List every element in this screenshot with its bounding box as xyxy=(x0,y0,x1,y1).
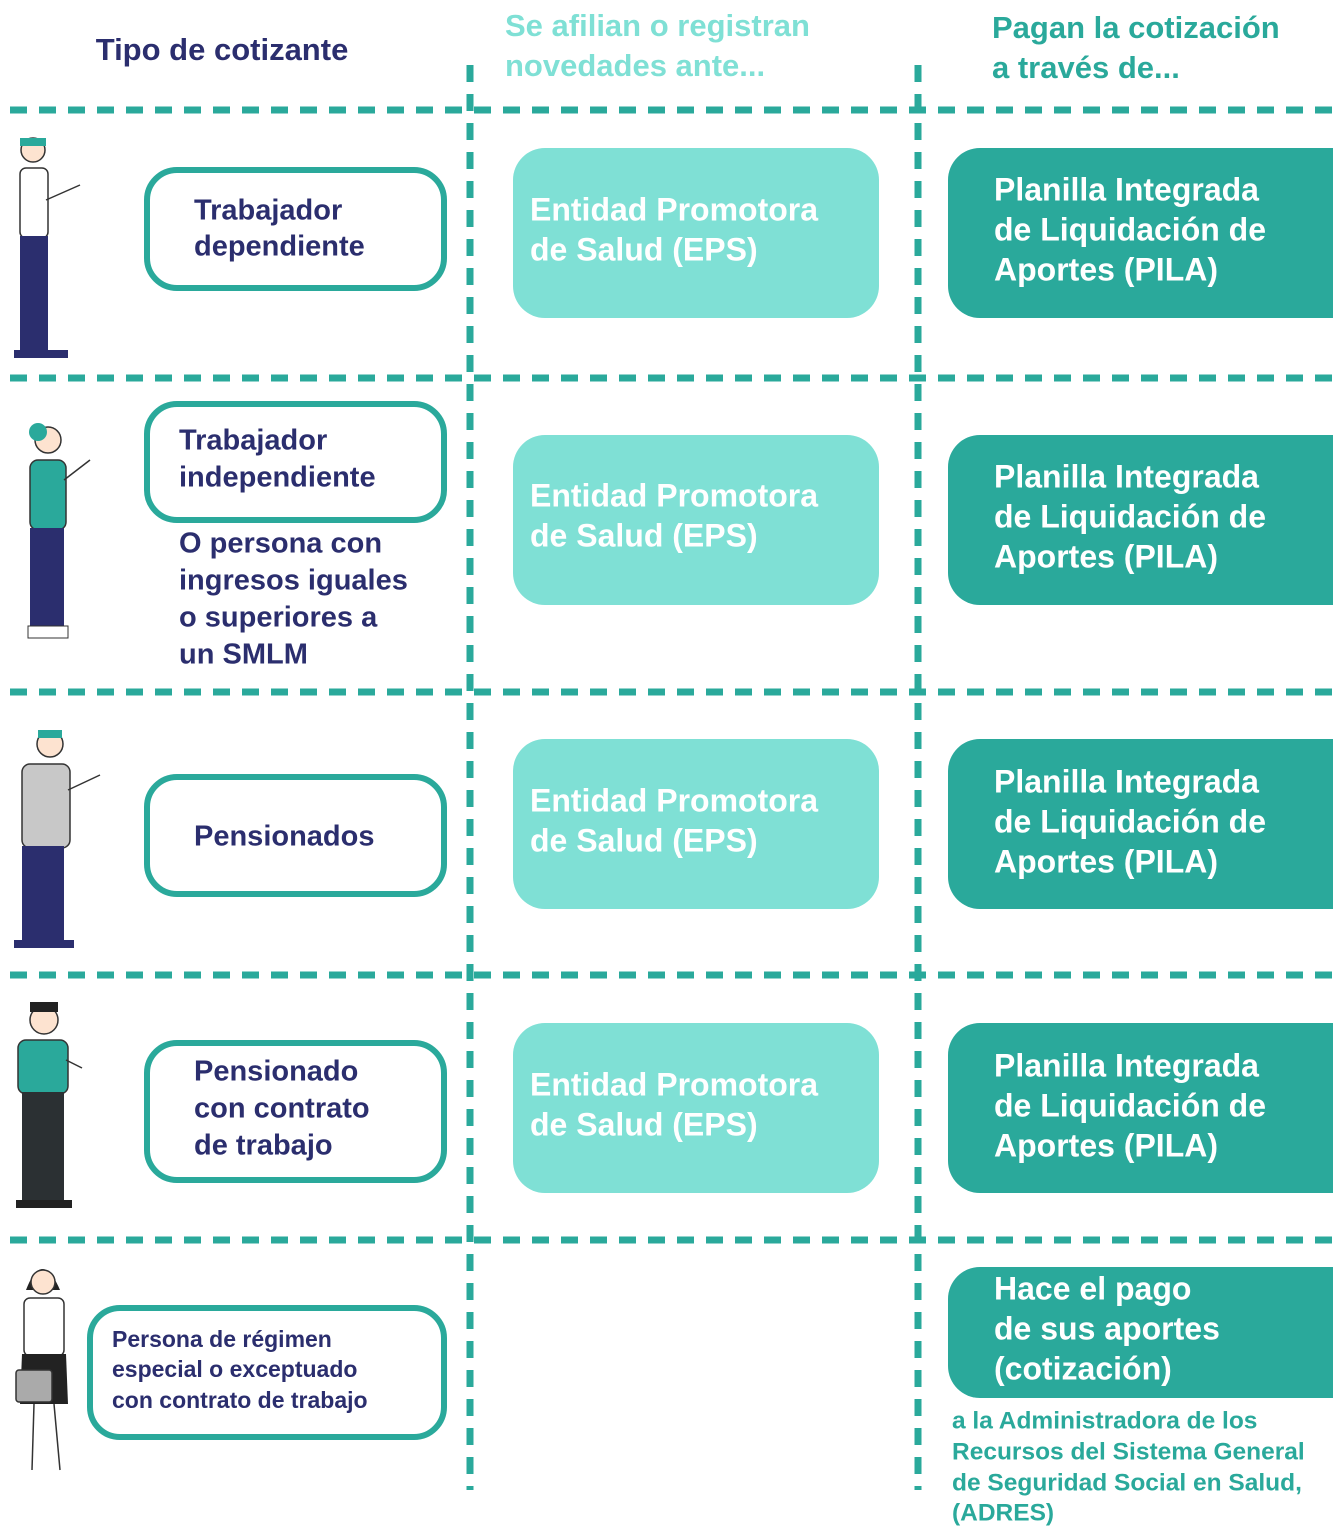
pay-label: (cotización) xyxy=(994,1350,1172,1386)
type-label: Trabajador xyxy=(179,425,327,457)
pay-label: de Liquidación de xyxy=(994,803,1266,839)
pay-label: de Liquidación de xyxy=(994,498,1266,534)
eps-label: Entidad Promotora xyxy=(530,477,818,513)
type-label: independiente xyxy=(179,462,376,494)
pay-label: de Liquidación de xyxy=(994,211,1266,247)
header: novedades ante... xyxy=(505,48,765,83)
eps-label: Entidad Promotora xyxy=(530,782,818,818)
type-box xyxy=(144,401,447,523)
pay-box xyxy=(948,739,1333,909)
eps-box xyxy=(513,739,879,909)
type-note: ingresos iguales xyxy=(179,565,408,597)
pay-label: Planilla Integrada xyxy=(994,458,1259,494)
row: Pensionados Entidad Promotora de Salud (EP… xyxy=(144,739,1333,909)
eps-label: de Salud (EPS) xyxy=(530,822,758,858)
figure-worker xyxy=(16,1002,83,1208)
pay-label: de sus aportes xyxy=(994,1310,1220,1346)
row: Trabajador independiente O persona con ingr… xyxy=(144,401,1333,671)
type-box xyxy=(87,1305,447,1440)
type-label: Trabajador xyxy=(194,195,342,227)
eps-label: Entidad Promotora xyxy=(530,1066,818,1102)
pay-label: Aportes (PILA) xyxy=(994,251,1218,287)
type-label: con contrato de trabajo xyxy=(112,1387,368,1413)
pay-label: Planilla Integrada xyxy=(994,171,1259,207)
type-box xyxy=(144,774,447,897)
pay-box xyxy=(948,435,1333,605)
row: Pensionado con contrato de trabajo Entidad … xyxy=(144,1023,1333,1193)
pay-label: Aportes (PILA) xyxy=(994,1127,1218,1163)
header: Pagan la cotización xyxy=(992,10,1280,45)
eps-label: Entidad Promotora xyxy=(530,191,818,227)
type-label: especial o exceptuado xyxy=(112,1356,357,1382)
type-label: dependiente xyxy=(194,231,365,263)
header: Se afilian o registran xyxy=(505,8,810,43)
type-label: Pensionado xyxy=(194,1056,358,1088)
row: Trabajador dependiente Entidad Promotora de… xyxy=(144,148,1333,318)
pay-label: Aportes (PILA) xyxy=(994,538,1218,574)
footnote: de Seguridad Social en Salud, xyxy=(952,1469,1302,1496)
grid-lines xyxy=(10,65,1333,1490)
pay-label: Aportes (PILA) xyxy=(994,843,1218,879)
type-note: un SMLM xyxy=(179,639,308,671)
figure-man xyxy=(14,137,81,358)
type-label: Persona de régimen xyxy=(112,1326,332,1352)
eps-box xyxy=(513,1023,879,1193)
figure-woman xyxy=(27,423,91,639)
figures xyxy=(14,137,101,1471)
eps-label: de Salud (EPS) xyxy=(530,517,758,553)
eps-label: de Salud (EPS) xyxy=(530,1106,758,1142)
header: a través de... xyxy=(992,50,1180,85)
footnote: a la Administradora de los xyxy=(952,1407,1257,1434)
type-label: Pensionados xyxy=(194,821,375,853)
pay-box xyxy=(948,1023,1333,1193)
pay-box xyxy=(948,148,1333,318)
footnote: Recursos del Sistema General xyxy=(952,1438,1305,1465)
eps-box xyxy=(513,148,879,318)
type-note: O persona con xyxy=(179,528,382,560)
eps-label: de Salud (EPS) xyxy=(530,231,758,267)
pay-label: de Liquidación de xyxy=(994,1087,1266,1123)
row: Persona de régimen especial o exceptuado c… xyxy=(87,1267,1333,1526)
eps-box xyxy=(513,435,879,605)
footnote: (ADRES) xyxy=(952,1499,1054,1526)
type-box xyxy=(144,167,447,291)
pay-label: Hace el pago xyxy=(994,1270,1191,1306)
figure-old-man xyxy=(14,730,101,948)
pay-box xyxy=(948,1267,1333,1398)
header: Tipo de cotizante xyxy=(96,32,349,67)
pay-label: Planilla Integrada xyxy=(994,1047,1259,1083)
figure-woman-bag xyxy=(15,1269,68,1471)
type-note: o superiores a xyxy=(179,602,378,634)
type-label: con contrato xyxy=(194,1093,370,1125)
type-label: de trabajo xyxy=(194,1130,333,1162)
type-box xyxy=(144,1040,447,1183)
pay-label: Planilla Integrada xyxy=(994,763,1259,799)
